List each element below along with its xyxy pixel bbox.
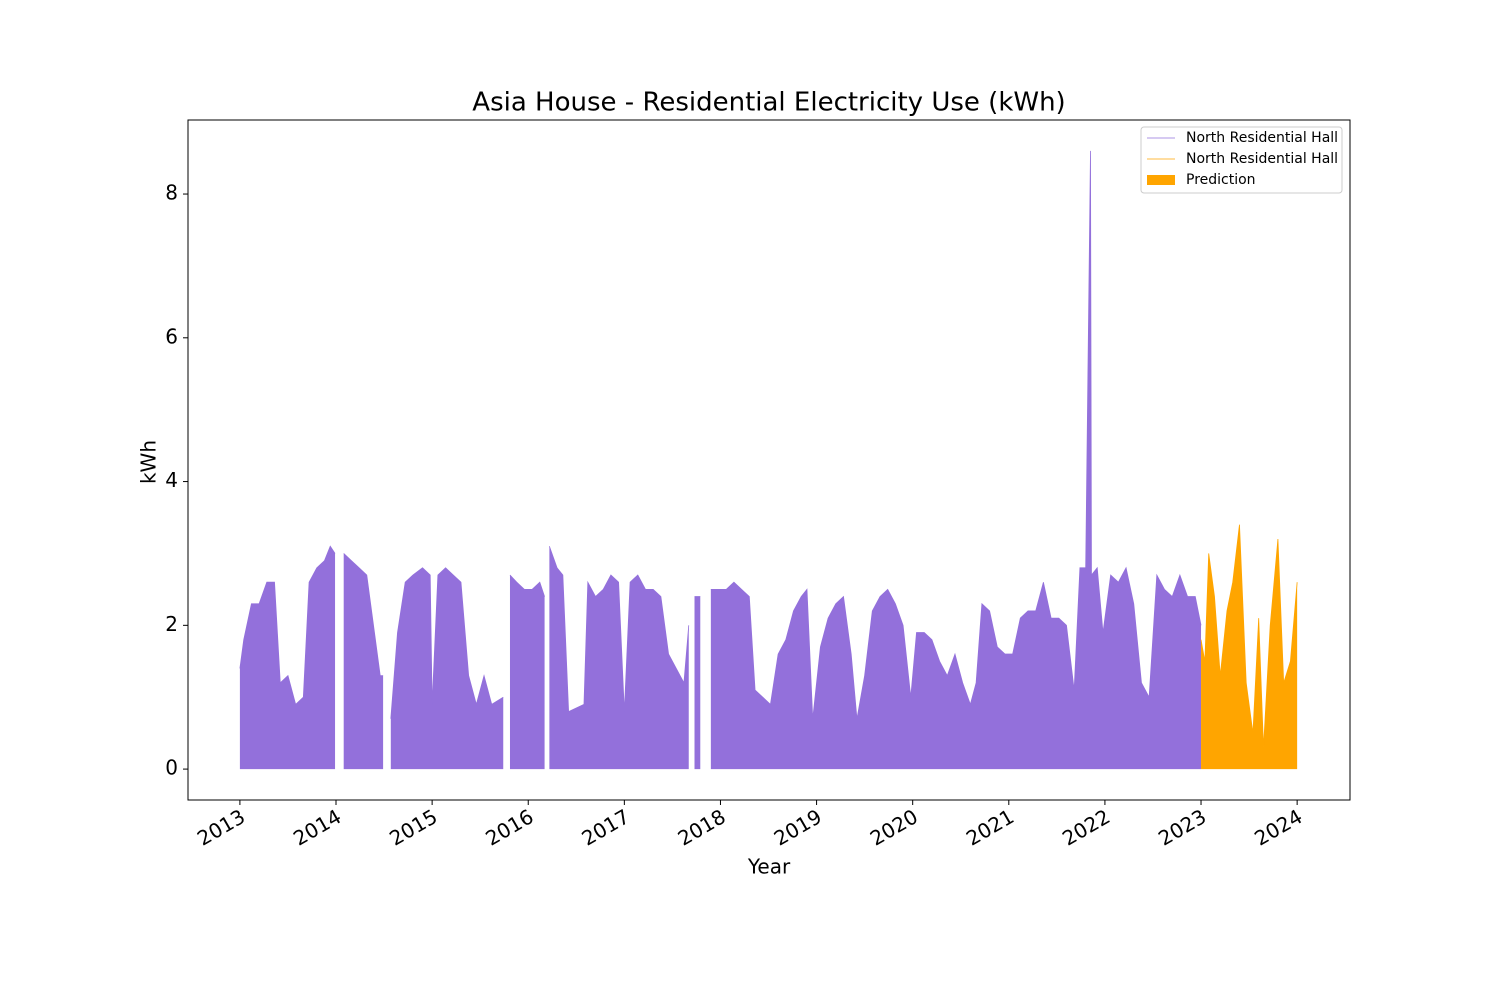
x-axis-label: Year	[747, 855, 791, 879]
y-tick-label: 8	[165, 181, 178, 205]
legend-label: North Residential Hall	[1186, 151, 1338, 167]
line	[1200, 524, 1298, 748]
area	[1201, 524, 1298, 770]
plot-frame	[187, 119, 1351, 801]
y-tick-label: 4	[165, 468, 178, 492]
chart-title: Asia House - Residential Electricity Use…	[472, 88, 1065, 118]
y-tick-label: 2	[165, 612, 178, 636]
y-axis-label: kWh	[137, 440, 161, 484]
legend-label: North Residential Hall	[1186, 130, 1338, 146]
area	[239, 150, 1202, 770]
y-tick-label: 6	[165, 324, 178, 348]
legend: North Residential Hall North Residential …	[1140, 126, 1343, 194]
line	[239, 150, 1202, 719]
y-tick-label: 0	[165, 756, 178, 780]
legend-frame	[1140, 126, 1343, 194]
legend-label: Prediction	[1186, 172, 1256, 188]
legend-swatch	[1147, 175, 1175, 185]
